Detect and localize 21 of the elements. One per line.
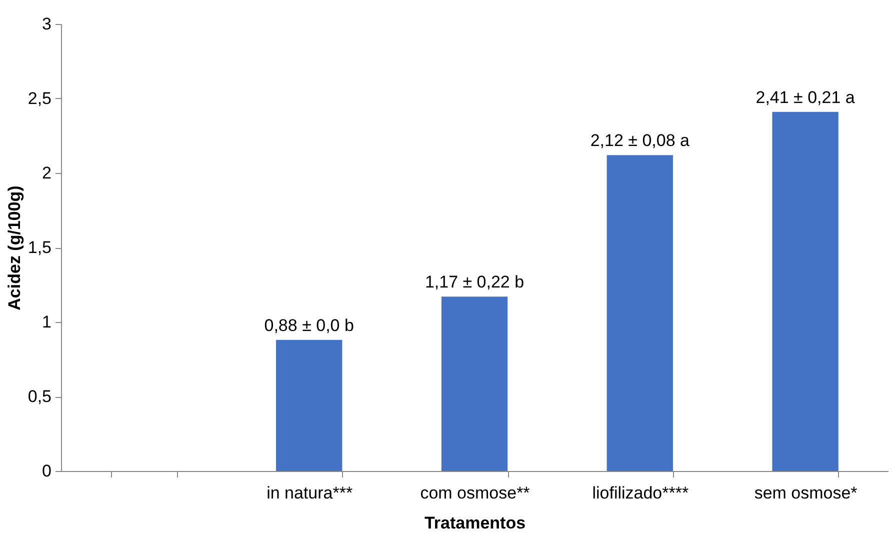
data-label: 1,17 ± 0,22 b — [424, 272, 524, 292]
x-tick-label: in natura*** — [266, 484, 353, 502]
bar — [276, 340, 342, 471]
data-label: 0,88 ± 0,0 b — [264, 316, 354, 335]
y-tick-label: 1 — [42, 312, 52, 332]
y-tick-label: 2,5 — [28, 89, 52, 108]
y-tick-label: 2 — [42, 164, 52, 182]
x-axis-title: Tratamentos — [424, 514, 526, 532]
data-label: 2,41 ± 0,21 a — [756, 88, 856, 107]
y-tick-label: 1,5 — [28, 238, 52, 257]
x-tick-label: liofilizado**** — [592, 484, 689, 502]
x-tick-label: com osmose** — [420, 484, 530, 502]
bar — [606, 155, 673, 471]
y-tick-label: 0 — [42, 462, 52, 480]
data-label: 2,12 ± 0,08 a — [590, 131, 690, 150]
x-tick-label: sem osmose* — [754, 484, 858, 502]
y-tick-label: 3 — [42, 14, 52, 34]
y-tick-label: 0,5 — [28, 387, 52, 406]
bar — [441, 296, 508, 471]
bar — [772, 112, 838, 471]
y-axis-title: Acidez (g/100g) — [4, 186, 24, 310]
